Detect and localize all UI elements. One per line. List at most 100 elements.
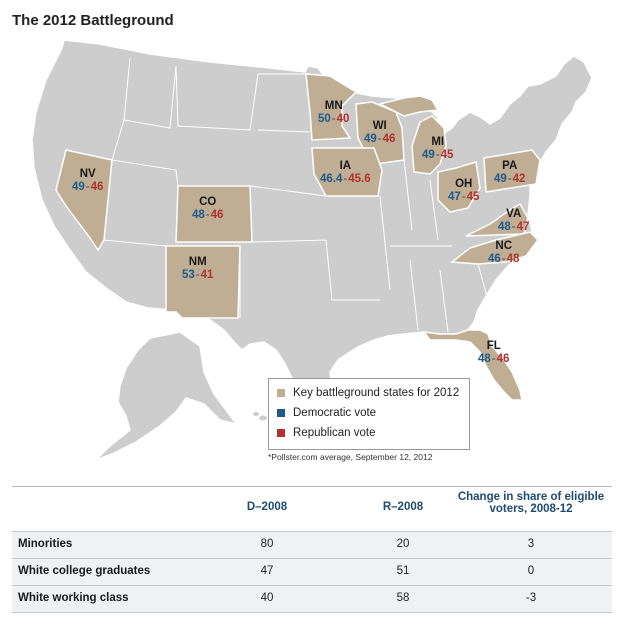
state-ia — [311, 147, 383, 197]
column-header: Change in share of eligible voters, 2008… — [457, 491, 605, 515]
separator: - — [331, 113, 336, 125]
dem-value: 47 — [448, 191, 461, 203]
us-map — [31, 39, 593, 461]
state-nc — [450, 231, 539, 265]
state-mn — [305, 73, 358, 141]
legend-label: Democratic vote — [293, 407, 377, 419]
cell-change: 3 — [527, 538, 535, 550]
state-pa — [483, 149, 541, 193]
state-label-oh: OH 47-45 — [448, 178, 479, 204]
separator: - — [195, 269, 200, 281]
cell-d2008: 80 — [260, 538, 274, 550]
state-label-co: CO 48-46 — [192, 196, 223, 222]
state-abbr: VA — [506, 208, 522, 220]
state-poll: 49-42 — [494, 173, 525, 186]
state-abbr: NM — [188, 256, 207, 268]
state-mi-upper — [377, 95, 440, 117]
cell-r2008: 20 — [396, 538, 410, 550]
dem-value: 49 — [494, 173, 507, 185]
dem-value: 49 — [364, 133, 377, 145]
rep-value: 40 — [336, 113, 350, 125]
rep-value: 46 — [382, 133, 396, 145]
cell-change: -3 — [525, 592, 537, 604]
state-abbr: PA — [502, 160, 518, 172]
separator: - — [461, 191, 466, 203]
dem-value: 46 — [488, 253, 501, 265]
state-poll: 50-40 — [318, 113, 349, 126]
state-abbr: MI — [431, 136, 445, 148]
dem-value: 46.4 — [320, 173, 343, 185]
rep-value: 47 — [516, 221, 530, 233]
state-label-wi: WI 49-46 — [364, 120, 395, 146]
state-poll: 46-48 — [488, 253, 519, 266]
cell-d2008: 47 — [260, 565, 274, 577]
legend-item-battleground: Key battleground states for 2012 — [277, 387, 459, 399]
separator: - — [491, 353, 496, 365]
rep-value: 48 — [506, 253, 520, 265]
state-poll: 49-46 — [72, 181, 103, 194]
table-row: White college graduates 47 51 0 — [12, 558, 612, 585]
separator: - — [507, 173, 512, 185]
legend-label: Key battleground states for 2012 — [293, 387, 460, 399]
column-header: R–2008 — [382, 501, 424, 513]
separator: - — [205, 209, 210, 221]
cell-r2008: 58 — [396, 592, 410, 604]
state-abbr: MN — [324, 100, 343, 112]
democratic-swatch — [277, 409, 285, 417]
rep-value: 41 — [200, 269, 214, 281]
state-abbr: NC — [495, 240, 513, 252]
state-poll: 46.4-45.6 — [320, 173, 371, 186]
state-abbr: WI — [372, 120, 387, 132]
map-legend: Key battleground states for 2012 Democra… — [268, 378, 470, 450]
state-nv — [55, 149, 113, 252]
state-poll: 53-41 — [182, 269, 213, 282]
separator: - — [377, 133, 382, 145]
state-abbr: CO — [199, 196, 217, 208]
state-abbr: NV — [79, 168, 96, 180]
separator: - — [85, 181, 90, 193]
rep-value: 46 — [210, 209, 224, 221]
rep-value: 46 — [496, 353, 510, 365]
state-label-fl: FL 48-46 — [478, 340, 509, 366]
state-label-mi: MI 49-45 — [422, 136, 453, 162]
separator: - — [511, 221, 516, 233]
dem-value: 50 — [318, 113, 331, 125]
state-poll: 49-45 — [422, 149, 453, 162]
state-label-pa: PA 49-42 — [494, 160, 525, 186]
table-row: Minorities 80 20 3 — [12, 531, 612, 558]
rep-value: 46 — [90, 181, 104, 193]
separator: - — [501, 253, 506, 265]
legend-item-democratic: Democratic vote — [277, 407, 376, 419]
table-header: D–2008 R–2008 Change in share of eligibl… — [12, 486, 612, 531]
state-poll: 48-46 — [478, 353, 509, 366]
row-label: Minorities — [18, 538, 73, 550]
cell-r2008: 51 — [396, 565, 410, 577]
state-abbr: OH — [455, 178, 473, 190]
rep-value: 45 — [466, 191, 480, 203]
state-label-ia: IA 46.4-45.6 — [320, 160, 371, 186]
rep-value: 45 — [440, 149, 454, 161]
column-header: D–2008 — [246, 501, 288, 513]
row-label: White working class — [18, 592, 129, 604]
rep-value: 45.6 — [348, 173, 371, 185]
dem-value: 48 — [498, 221, 511, 233]
dem-value: 49 — [72, 181, 85, 193]
republican-swatch — [277, 429, 285, 437]
alaska — [95, 331, 238, 461]
footnote: *Pollster.com average, September 12, 201… — [268, 452, 433, 462]
separator: - — [343, 173, 348, 185]
state-mi — [411, 115, 447, 175]
cell-d2008: 40 — [260, 592, 274, 604]
florida-peninsula — [422, 329, 523, 401]
battleground-swatch — [277, 389, 285, 397]
state-poll: 47-45 — [448, 191, 479, 204]
state-abbr: FL — [486, 340, 501, 352]
state-borders — [103, 57, 489, 333]
voter-table: D–2008 R–2008 Change in share of eligibl… — [12, 486, 612, 613]
rep-value: 42 — [512, 173, 526, 185]
state-label-nm: NM 53-41 — [182, 256, 213, 282]
state-oh — [437, 161, 481, 213]
table-row: White working class 40 58 -3 — [12, 585, 612, 613]
dem-value: 48 — [192, 209, 205, 221]
state-abbr: IA — [339, 160, 352, 172]
